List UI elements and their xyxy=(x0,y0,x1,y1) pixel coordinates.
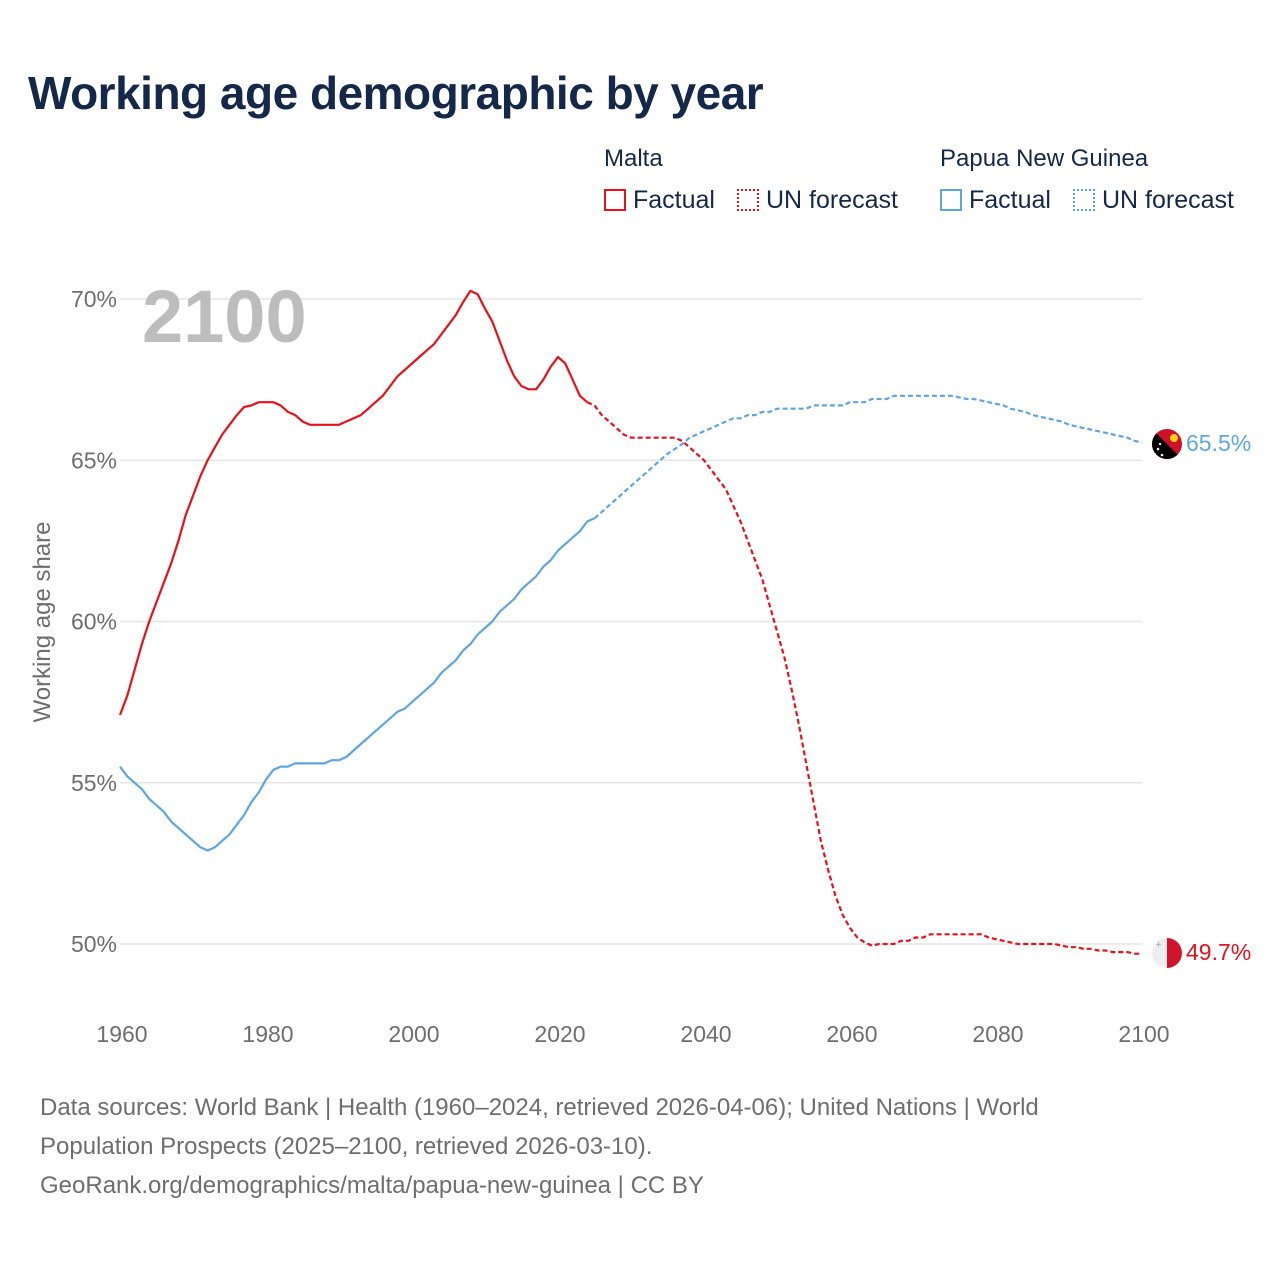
chart-title: Working age demographic by year xyxy=(28,67,764,119)
source-link-line[interactable]: GeoRank.org/demographics/malta/papua-new… xyxy=(40,1172,704,1199)
legend-swatch-malta-factual xyxy=(604,189,626,211)
x-tick-label: 2020 xyxy=(534,1021,585,1047)
svg-text:+: + xyxy=(1155,940,1162,949)
malta-end-value: 49.7% xyxy=(1186,939,1251,965)
malta-flag-icon: + xyxy=(1152,938,1182,968)
legend-png-factual[interactable]: Factual xyxy=(940,186,1051,214)
x-tick-label: 1960 xyxy=(96,1021,147,1047)
x-axis-ticks: 1960 1980 2000 2020 2040 2060 2080 2100 xyxy=(96,1021,1169,1047)
y-tick-label: 50% xyxy=(71,931,117,957)
legend-swatch-png-factual xyxy=(940,189,962,211)
source-line-1: Data sources: World Bank | Health (1960–… xyxy=(40,1094,1039,1121)
legend-swatch-malta-forecast xyxy=(737,189,759,211)
x-tick-label: 2100 xyxy=(1118,1021,1169,1047)
year-watermark: 2100 xyxy=(142,275,307,358)
legend-malta-factual[interactable]: Factual xyxy=(604,186,715,214)
papua-new-guinea-flag-icon xyxy=(1152,429,1182,459)
x-tick-label: 1980 xyxy=(242,1021,293,1047)
malta-forecast-line xyxy=(586,401,1142,955)
legend-label-png-forecast: UN forecast xyxy=(1102,185,1234,214)
x-tick-label: 2000 xyxy=(388,1021,439,1047)
legend-png-forecast[interactable]: UN forecast xyxy=(1073,186,1234,214)
papua-new-guinea-factual-line xyxy=(119,517,595,852)
papua-new-guinea-forecast-line xyxy=(593,394,1143,520)
legend-label-malta-forecast: UN forecast xyxy=(766,185,898,214)
gridlines xyxy=(120,298,1142,945)
y-tick-label: 70% xyxy=(71,286,117,312)
legend-group-png: Papua New Guinea xyxy=(940,145,1149,172)
line-chart: 70% 65% 60% 55% 50% 1960 1980 2000 2020 2040 2060… xyxy=(29,275,1251,1047)
y-tick-label: 65% xyxy=(71,447,117,473)
series-layer xyxy=(118,289,1143,955)
legend-group-malta: Malta xyxy=(604,145,663,172)
x-tick-label: 2040 xyxy=(680,1021,731,1047)
legend-label-malta-factual: Factual xyxy=(633,185,715,214)
legend-label-png-factual: Factual xyxy=(969,185,1051,214)
x-tick-label: 2080 xyxy=(972,1021,1023,1047)
legend-malta-forecast[interactable]: UN forecast xyxy=(737,186,898,214)
malta-factual-line xyxy=(118,289,588,716)
png-end-value: 65.5% xyxy=(1186,430,1251,456)
legend-swatch-png-forecast xyxy=(1073,189,1095,211)
y-axis-label: Working age share xyxy=(29,522,56,723)
y-tick-label: 55% xyxy=(71,770,117,796)
source-footer: Data sources: World Bank | Health (1960–… xyxy=(40,1088,1240,1205)
source-line-2: Population Prospects (2025–2100, retriev… xyxy=(40,1133,653,1160)
y-axis-ticks: 70% 65% 60% 55% 50% xyxy=(71,286,117,957)
y-tick-label: 60% xyxy=(71,609,117,635)
x-tick-label: 2060 xyxy=(826,1021,877,1047)
